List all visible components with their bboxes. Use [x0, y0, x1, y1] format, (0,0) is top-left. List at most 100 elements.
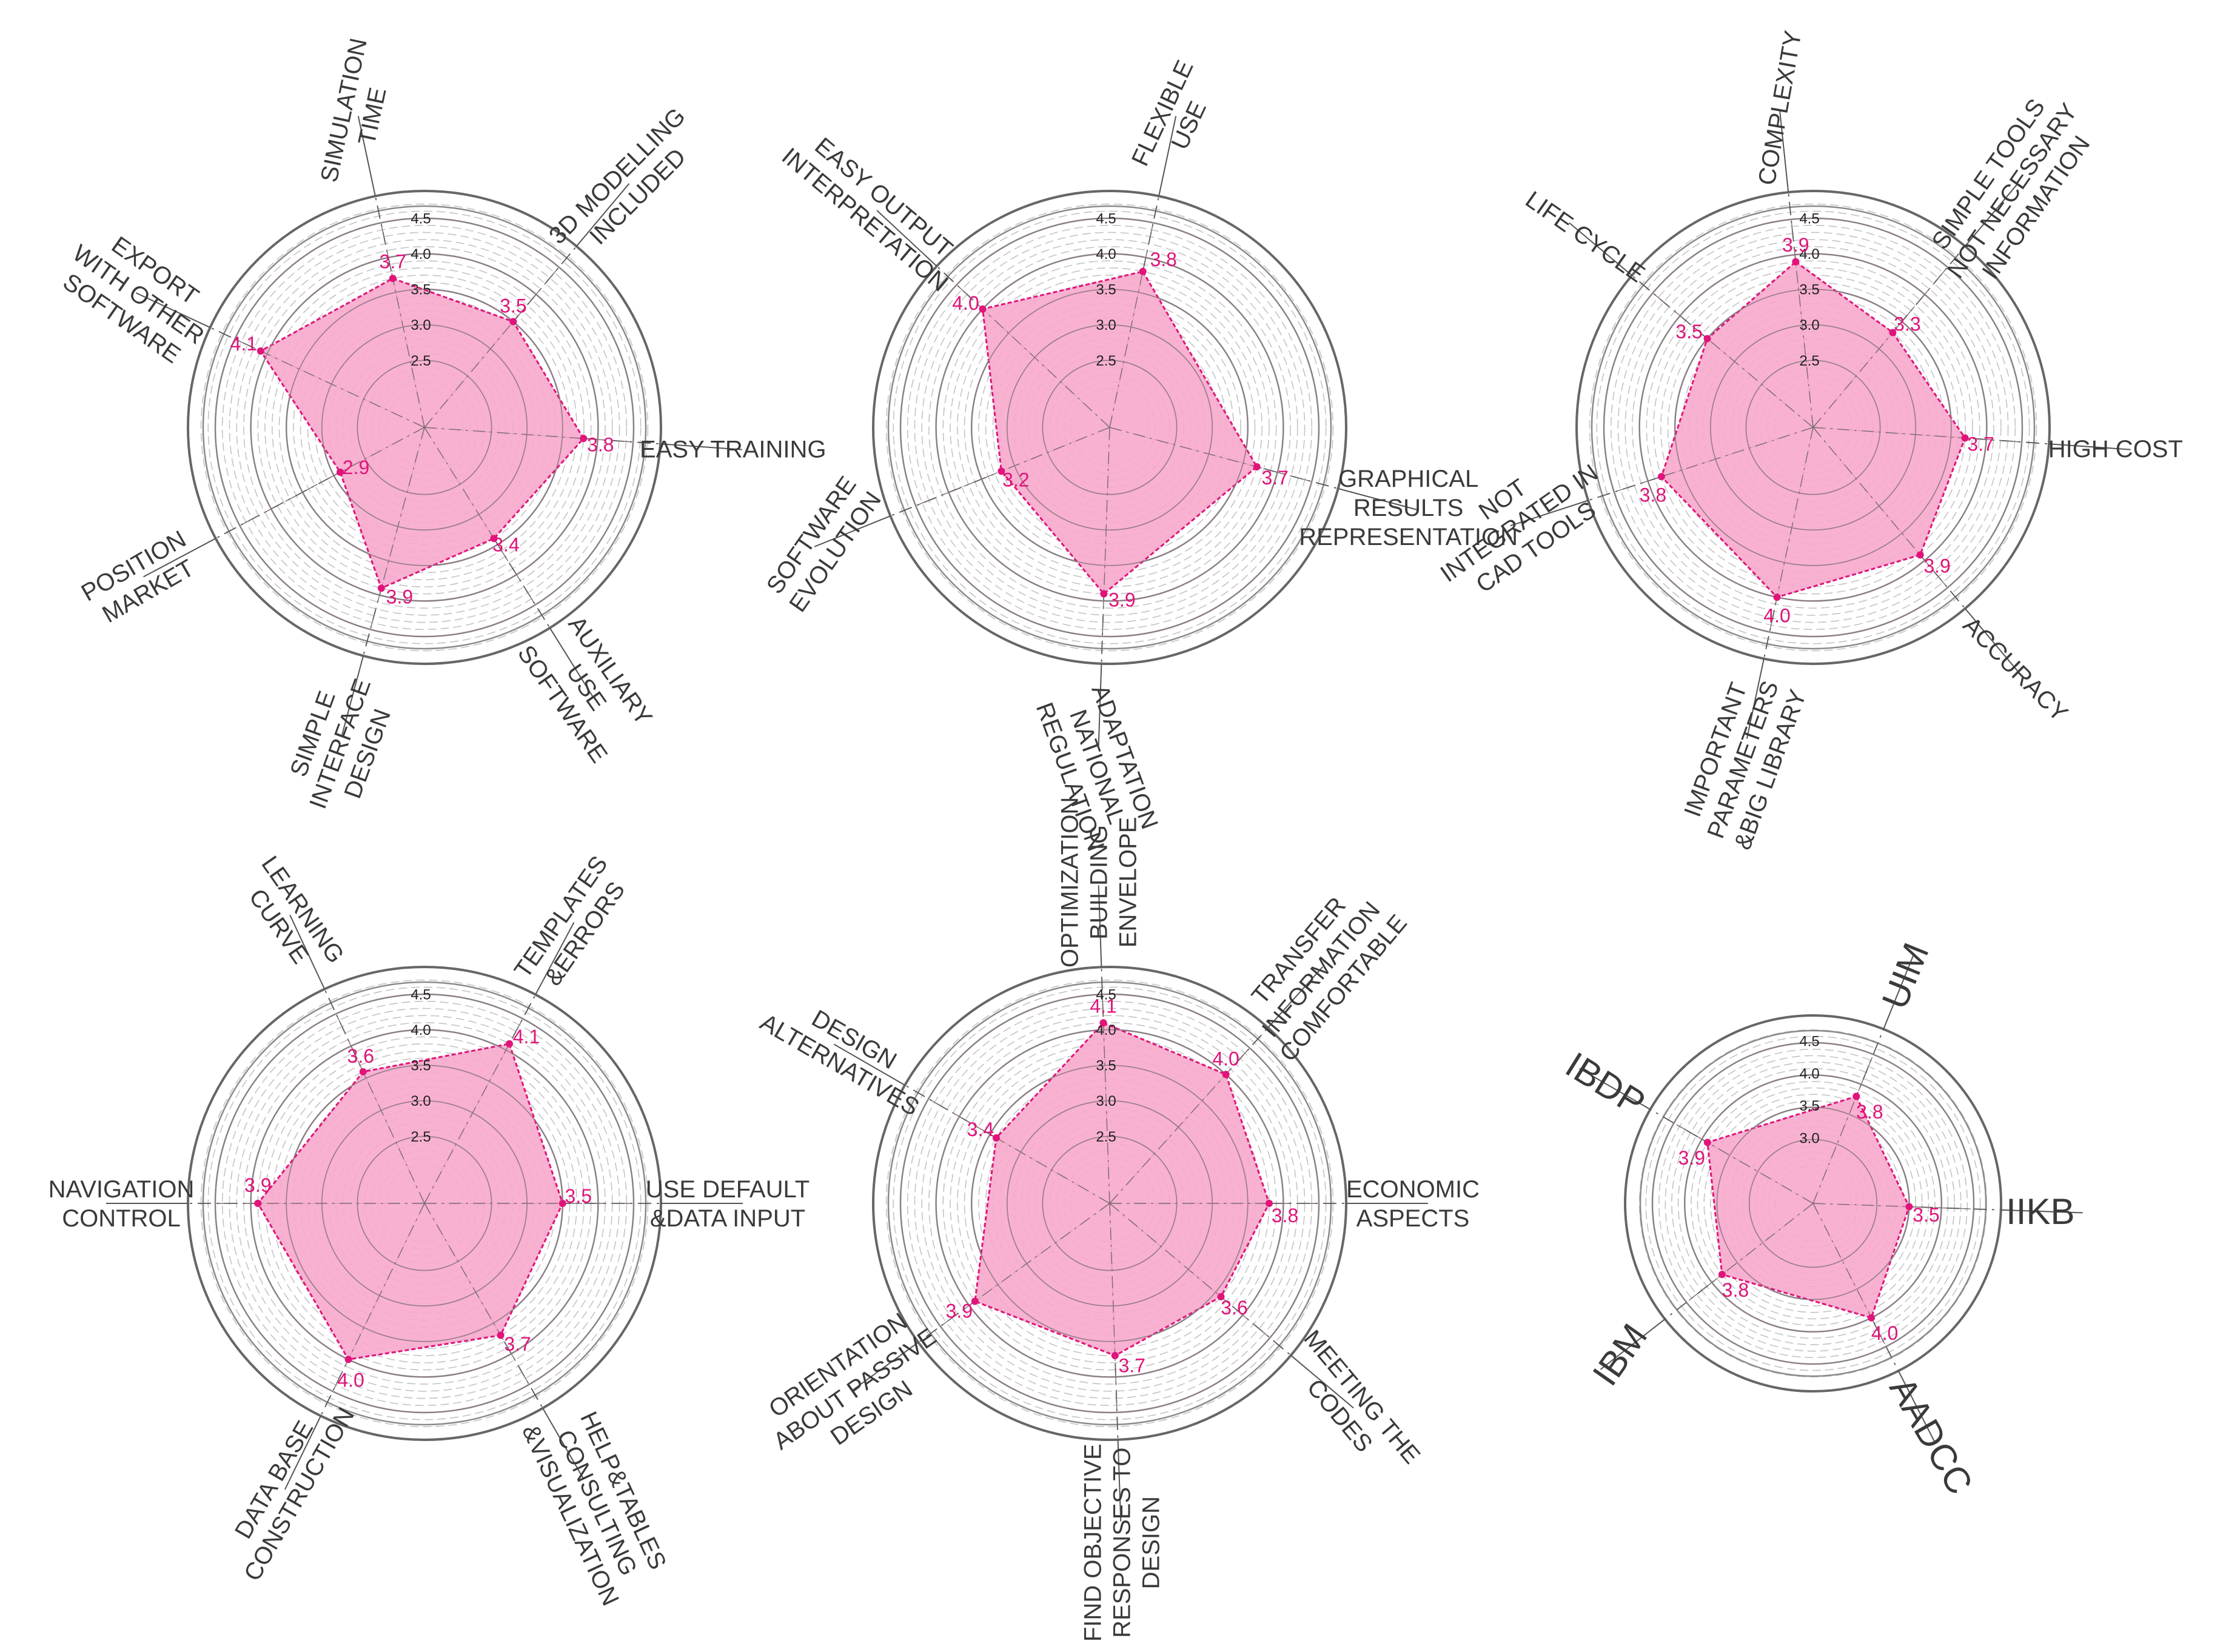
- axis-label: EASY TRAINING: [640, 436, 827, 463]
- grid-ring-minor: [207, 210, 642, 644]
- value-label: 4.0: [1763, 604, 1790, 626]
- axis-label: ORIENTATIONABOUT PASSIVEDESIGN: [752, 1299, 957, 1479]
- value-label: 4.0: [337, 1369, 364, 1391]
- axis-line-overlay: [1109, 427, 1312, 482]
- data-point: [558, 1200, 566, 1207]
- axis-line-outer: [341, 655, 364, 735]
- axis-line-outer: [1897, 1370, 1936, 1444]
- axis-label: POSITIONMARKET: [77, 526, 206, 632]
- value-label: 3.8: [587, 434, 614, 456]
- axis-line-overlay: [424, 427, 536, 605]
- axis-label-line: BUILDING: [1086, 825, 1113, 940]
- grid-ring-overlay: [250, 253, 599, 602]
- value-label: 4.1: [513, 1026, 540, 1048]
- grid-ring-overlay: [971, 1065, 1249, 1342]
- grid-ring-overlay: [900, 994, 1319, 1413]
- data-point: [497, 1331, 505, 1339]
- tick-label: 4.5: [411, 986, 431, 1003]
- value-label: 3.9: [1108, 589, 1135, 611]
- axis-label-line: OPTIMIZATION: [1057, 797, 1084, 968]
- data-point: [506, 1040, 513, 1048]
- axis-line-outer: [1569, 222, 1632, 276]
- axis-label: ECONOMIC ASPECTS: [1346, 1176, 1480, 1232]
- grid-ring-minor: [1658, 1048, 1968, 1359]
- axis-label-line: CONTROL: [62, 1205, 181, 1232]
- grid-ring-overlay: [321, 324, 528, 530]
- value-label: 3.9: [244, 1174, 271, 1196]
- value-label: 3.7: [1119, 1354, 1145, 1376]
- data-point: [254, 1200, 262, 1207]
- axis-line-outer: [135, 292, 210, 329]
- axis-line-overlay: [940, 1203, 1110, 1327]
- grid-ring-overlay: [1638, 253, 1988, 602]
- axis-label-line: EASY TRAINING: [640, 436, 827, 463]
- grid-ring-minor: [907, 224, 1313, 630]
- value-label: 4.1: [230, 333, 257, 355]
- value-label: 3.2: [1002, 469, 1029, 490]
- grid-ring-overlay: [1007, 1100, 1213, 1306]
- axis-label-line: GRAPHICAL: [1338, 466, 1478, 492]
- tick-label: 3.5: [1799, 282, 1819, 298]
- axis-label: AADCC: [1882, 1371, 1980, 1501]
- radar-chart-3: 2.53.03.54.04.53.93.33.73.94.03.83.5COMP…: [1436, 28, 2183, 853]
- grid-ring-minor: [1610, 224, 2016, 630]
- value-label: 3.9: [1678, 1147, 1705, 1169]
- axis-line-outer: [1883, 953, 1915, 1029]
- axis-label: ACCURACY: [1958, 612, 2073, 727]
- value-label: 3.8: [1722, 1279, 1749, 1301]
- tick-label: 4.0: [1096, 246, 1116, 263]
- axis-label: TRANSFERINFORMATIONCOMFORTABLE: [1230, 872, 1412, 1066]
- data-point: [1773, 594, 1781, 601]
- axis-line-outer: [1267, 966, 1324, 1028]
- value-label: 3.5: [500, 295, 526, 317]
- grid-ring-minor: [1677, 1068, 1949, 1339]
- grid-ring-overlay: [357, 1135, 492, 1271]
- axis-line-overlay: [424, 1203, 530, 1385]
- axis-line-outer: [542, 1408, 585, 1480]
- grid-ring-overlay: [1042, 359, 1178, 495]
- grid-ring-overlay: [1748, 1139, 1877, 1268]
- grid-ring-overlay: [321, 1100, 528, 1306]
- axis-line-outer: [1158, 116, 1177, 196]
- tick-label: 4.5: [1096, 210, 1116, 227]
- axis-label-line: LIFE CYCLE: [1521, 186, 1650, 287]
- grid-ring-overlay: [286, 289, 563, 566]
- grid-ring-overlay: [1042, 1135, 1178, 1271]
- axis-line-overlay: [1686, 1203, 1814, 1303]
- axis-line-outer: [1290, 1354, 1354, 1409]
- grid-ring-minor: [236, 239, 613, 616]
- axis-label: HIGH COST: [2048, 436, 2183, 463]
- axis-line-outer: [284, 1416, 321, 1490]
- data-point: [1253, 463, 1261, 470]
- axis-line-overlay: [1791, 219, 1814, 428]
- grid-ring-overlay: [1603, 218, 2023, 637]
- grid-ring-overlay: [971, 289, 1249, 566]
- axis-line-outer: [1098, 885, 1102, 968]
- axis-line-outer: [660, 443, 742, 450]
- axis-line-outer: [289, 914, 326, 989]
- axis-label-line: IIKB: [2006, 1191, 2074, 1232]
- axis-label: SIMULATIONTIME: [316, 36, 401, 190]
- axis-label: UIM: [1874, 937, 1937, 1014]
- axis-line-outer: [876, 210, 937, 267]
- axis-label-line: AADCC: [1882, 1371, 1980, 1501]
- grid-ring-minor: [1646, 260, 1980, 595]
- grid-ring-minor: [1691, 1081, 1936, 1326]
- grid-ring-overlay: [1710, 324, 1916, 530]
- axis-line-outer: [549, 627, 594, 698]
- data-point: [1111, 1352, 1119, 1360]
- data-point: [344, 1356, 352, 1363]
- data-point: [1916, 551, 1924, 559]
- tick-label: 3.0: [1799, 317, 1819, 333]
- tick-label: 4.5: [1096, 986, 1116, 1003]
- data-point: [1217, 1293, 1225, 1300]
- axis-line-overlay: [424, 427, 634, 443]
- data-point: [490, 535, 498, 543]
- tick-label: 3.5: [411, 282, 431, 298]
- axis-line-outer: [814, 515, 891, 547]
- value-label: 3.4: [492, 533, 519, 555]
- axis-label: IMPORTANTPARAMETERS&BIG LIBRARY: [1674, 666, 1811, 853]
- grid-ring-minor: [1638, 1029, 1988, 1378]
- grid-ring-minor: [1625, 239, 2002, 616]
- axis-line-overlay: [1674, 1122, 1814, 1204]
